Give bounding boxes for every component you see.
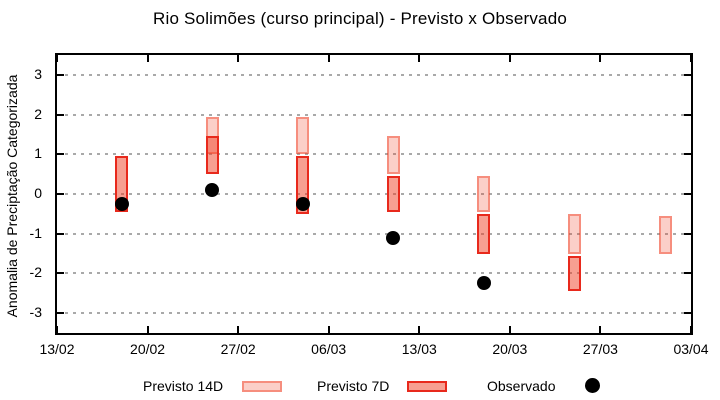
gridline-y-1 <box>57 153 691 156</box>
y-tick-right <box>684 312 691 315</box>
bar-previsto-7d <box>477 213 491 254</box>
y-tick-left <box>57 113 64 116</box>
chart-title: Rio Solimões (curso principal) - Previst… <box>152 9 568 28</box>
y-tick-label: 2 <box>34 105 42 122</box>
x-tick-top <box>56 55 58 62</box>
y-tick-label: 0 <box>34 185 42 201</box>
y-tick-label: -3 <box>29 304 42 321</box>
bar-previsto-14d <box>386 136 400 175</box>
bar-previsto-7d <box>568 255 582 292</box>
x-tick-label: 13/03 <box>401 341 437 357</box>
x-tick-bottom <box>418 326 421 333</box>
legend-label-previsto-7d: Previsto 7D <box>317 378 390 394</box>
bar-previsto-14d <box>658 215 672 254</box>
x-tick-label: 06/03 <box>311 341 347 357</box>
plot-area <box>55 53 693 335</box>
x-tick-bottom <box>56 326 58 333</box>
legend-dot-observado-icon <box>585 378 600 393</box>
y-tick-right <box>684 153 691 156</box>
x-tick-label: 20/03 <box>492 341 528 357</box>
x-tick-label: 27/03 <box>582 341 618 357</box>
legend-label-observado: Observado <box>487 378 556 394</box>
y-tick-label: -1 <box>29 224 42 241</box>
observado-dot <box>295 196 310 211</box>
x-tick-bottom <box>327 326 330 333</box>
bar-previsto-14d <box>477 176 491 212</box>
y-tick-right <box>684 272 691 275</box>
legend-label-previsto-14d: Previsto 14D <box>143 378 224 394</box>
y-tick-left <box>57 193 64 195</box>
x-tick-label: 27/02 <box>220 341 256 357</box>
legend-swatch-previsto-7d-icon <box>407 381 447 392</box>
y-tick-label: 1 <box>34 145 42 162</box>
x-tick-top <box>327 55 330 62</box>
x-tick-top <box>237 55 240 62</box>
x-tick-bottom <box>599 326 602 333</box>
y-tick-label: -2 <box>29 264 42 281</box>
x-tick-top <box>508 55 511 62</box>
gridline-y-2 <box>57 113 691 116</box>
y-tick-left <box>57 232 64 235</box>
x-tick-bottom <box>146 326 149 333</box>
y-tick-left <box>57 272 64 275</box>
y-tick-left <box>57 153 64 156</box>
bar-previsto-7d <box>386 176 400 212</box>
gridline-y-3 <box>57 73 691 76</box>
gridline-y-0 <box>57 193 691 195</box>
observado-dot <box>205 183 220 198</box>
y-tick-right <box>684 113 691 116</box>
gridline-y--2 <box>57 272 691 275</box>
x-tick-top <box>690 55 692 62</box>
x-tick-label: 20/02 <box>130 341 166 357</box>
y-tick-right <box>684 193 691 195</box>
y-tick-label: 3 <box>34 65 42 82</box>
x-tick-label: 13/02 <box>39 341 75 357</box>
y-tick-left <box>57 73 64 76</box>
x-tick-bottom <box>690 326 692 333</box>
x-tick-label: 03/04 <box>673 341 709 357</box>
x-tick-bottom <box>237 326 240 333</box>
x-tick-bottom <box>508 326 511 333</box>
legend-swatch-previsto-14d-icon <box>242 381 282 392</box>
gridline-y--3 <box>57 312 691 315</box>
bar-previsto-14d <box>296 116 310 155</box>
observado-dot <box>114 196 129 211</box>
x-tick-top <box>146 55 149 62</box>
y-tick-right <box>684 232 691 235</box>
observado-dot <box>386 230 401 245</box>
x-tick-top <box>418 55 421 62</box>
bar-previsto-14d <box>568 213 582 254</box>
bar-previsto-7d <box>205 136 219 175</box>
observado-dot <box>476 276 491 291</box>
y-tick-right <box>684 73 691 76</box>
y-tick-left <box>57 312 64 315</box>
gridline-y--1 <box>57 232 691 235</box>
x-tick-top <box>599 55 602 62</box>
